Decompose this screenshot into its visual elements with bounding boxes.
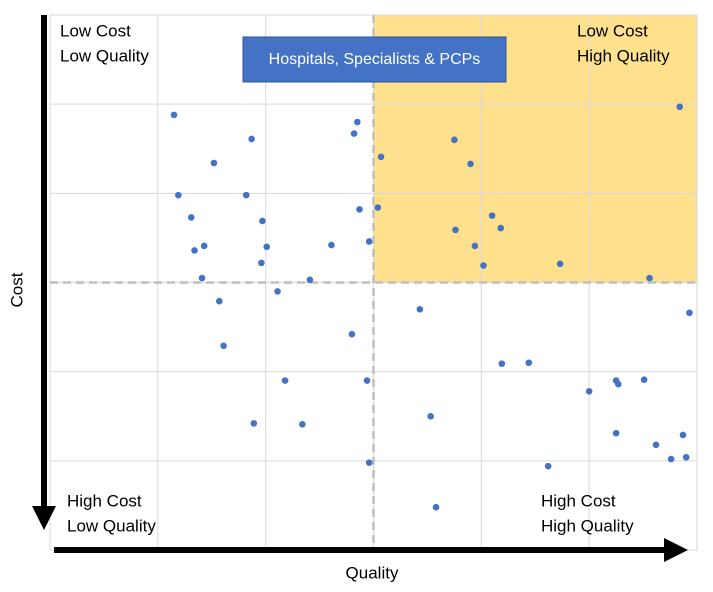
point — [210, 159, 218, 167]
point — [652, 441, 660, 449]
point — [640, 376, 648, 383]
point — [544, 462, 552, 470]
point — [432, 503, 440, 511]
point — [250, 420, 258, 427]
point — [350, 130, 358, 137]
point — [191, 247, 198, 254]
point — [356, 206, 363, 213]
point — [377, 153, 385, 161]
point — [258, 259, 265, 267]
point — [215, 297, 223, 305]
point — [676, 103, 684, 111]
point — [363, 377, 371, 384]
point — [200, 242, 208, 250]
point — [497, 224, 505, 232]
point — [365, 238, 373, 245]
y-axis-label: Cost — [7, 272, 26, 307]
point — [498, 360, 506, 367]
point — [187, 214, 195, 221]
point — [556, 260, 564, 268]
quadrant-label: High Cost — [67, 491, 142, 510]
point — [682, 453, 690, 461]
point — [416, 305, 424, 313]
quadrant-label: Low Quality — [60, 46, 149, 65]
x-axis-label: Quality — [346, 563, 399, 582]
point — [612, 429, 620, 437]
point — [263, 243, 271, 251]
point — [170, 111, 178, 119]
point — [198, 274, 206, 282]
quadrant-label: Low Cost — [577, 21, 648, 40]
point — [646, 274, 653, 282]
point — [348, 330, 356, 338]
point — [467, 160, 474, 168]
point — [328, 241, 335, 249]
point — [248, 135, 255, 143]
title-box — [242, 36, 507, 83]
point — [686, 309, 693, 317]
point — [354, 118, 361, 126]
point — [306, 276, 314, 284]
quadrant-label: Low Quality — [67, 516, 156, 535]
point — [274, 288, 281, 295]
quadrant-label: High Cost — [541, 491, 616, 510]
point — [175, 191, 182, 199]
point — [451, 136, 458, 144]
point — [679, 431, 687, 439]
point — [281, 377, 289, 384]
point — [365, 459, 373, 466]
quadrant-label: High Quality — [577, 46, 670, 65]
point — [259, 217, 266, 225]
point — [299, 420, 306, 428]
point — [427, 412, 434, 420]
point — [488, 212, 496, 219]
point — [585, 387, 593, 395]
point — [667, 455, 675, 463]
point — [471, 242, 479, 250]
quadrant-label: High Quality — [541, 516, 634, 535]
point — [220, 342, 227, 350]
point — [614, 380, 622, 388]
point — [452, 226, 459, 234]
quadrant-label: Low Cost — [60, 21, 131, 40]
point — [480, 262, 487, 269]
point — [374, 204, 382, 211]
point — [525, 359, 533, 367]
chart-title: Hospitals, Specialists & PCPs — [269, 51, 481, 68]
point — [242, 191, 250, 199]
